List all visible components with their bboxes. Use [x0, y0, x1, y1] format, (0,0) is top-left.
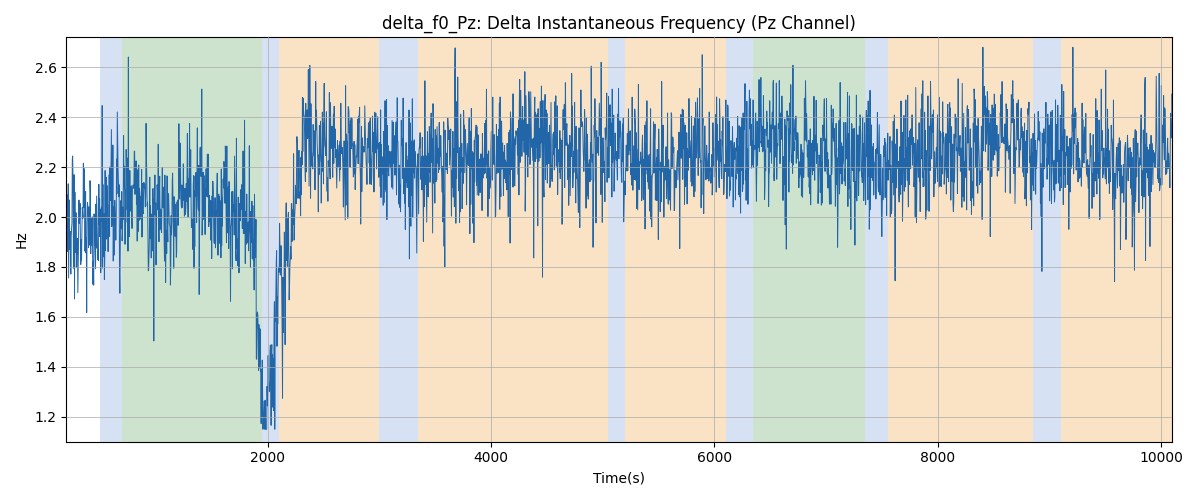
X-axis label: Time(s): Time(s) — [594, 471, 646, 485]
Bar — [865, 38, 888, 442]
Bar — [726, 38, 754, 442]
Title: delta_f0_Pz: Delta Instantaneous Frequency (Pz Channel): delta_f0_Pz: Delta Instantaneous Frequen… — [383, 15, 857, 34]
Bar — [100, 38, 122, 442]
Bar — [754, 38, 865, 442]
Bar — [1061, 38, 1172, 442]
Bar — [419, 38, 608, 442]
Bar — [1033, 38, 1061, 442]
Bar — [278, 38, 379, 442]
Bar — [888, 38, 1033, 442]
Y-axis label: Hz: Hz — [16, 230, 29, 248]
Bar — [625, 38, 726, 442]
Bar — [262, 38, 278, 442]
Bar — [608, 38, 625, 442]
Bar — [122, 38, 262, 442]
Bar — [379, 38, 419, 442]
